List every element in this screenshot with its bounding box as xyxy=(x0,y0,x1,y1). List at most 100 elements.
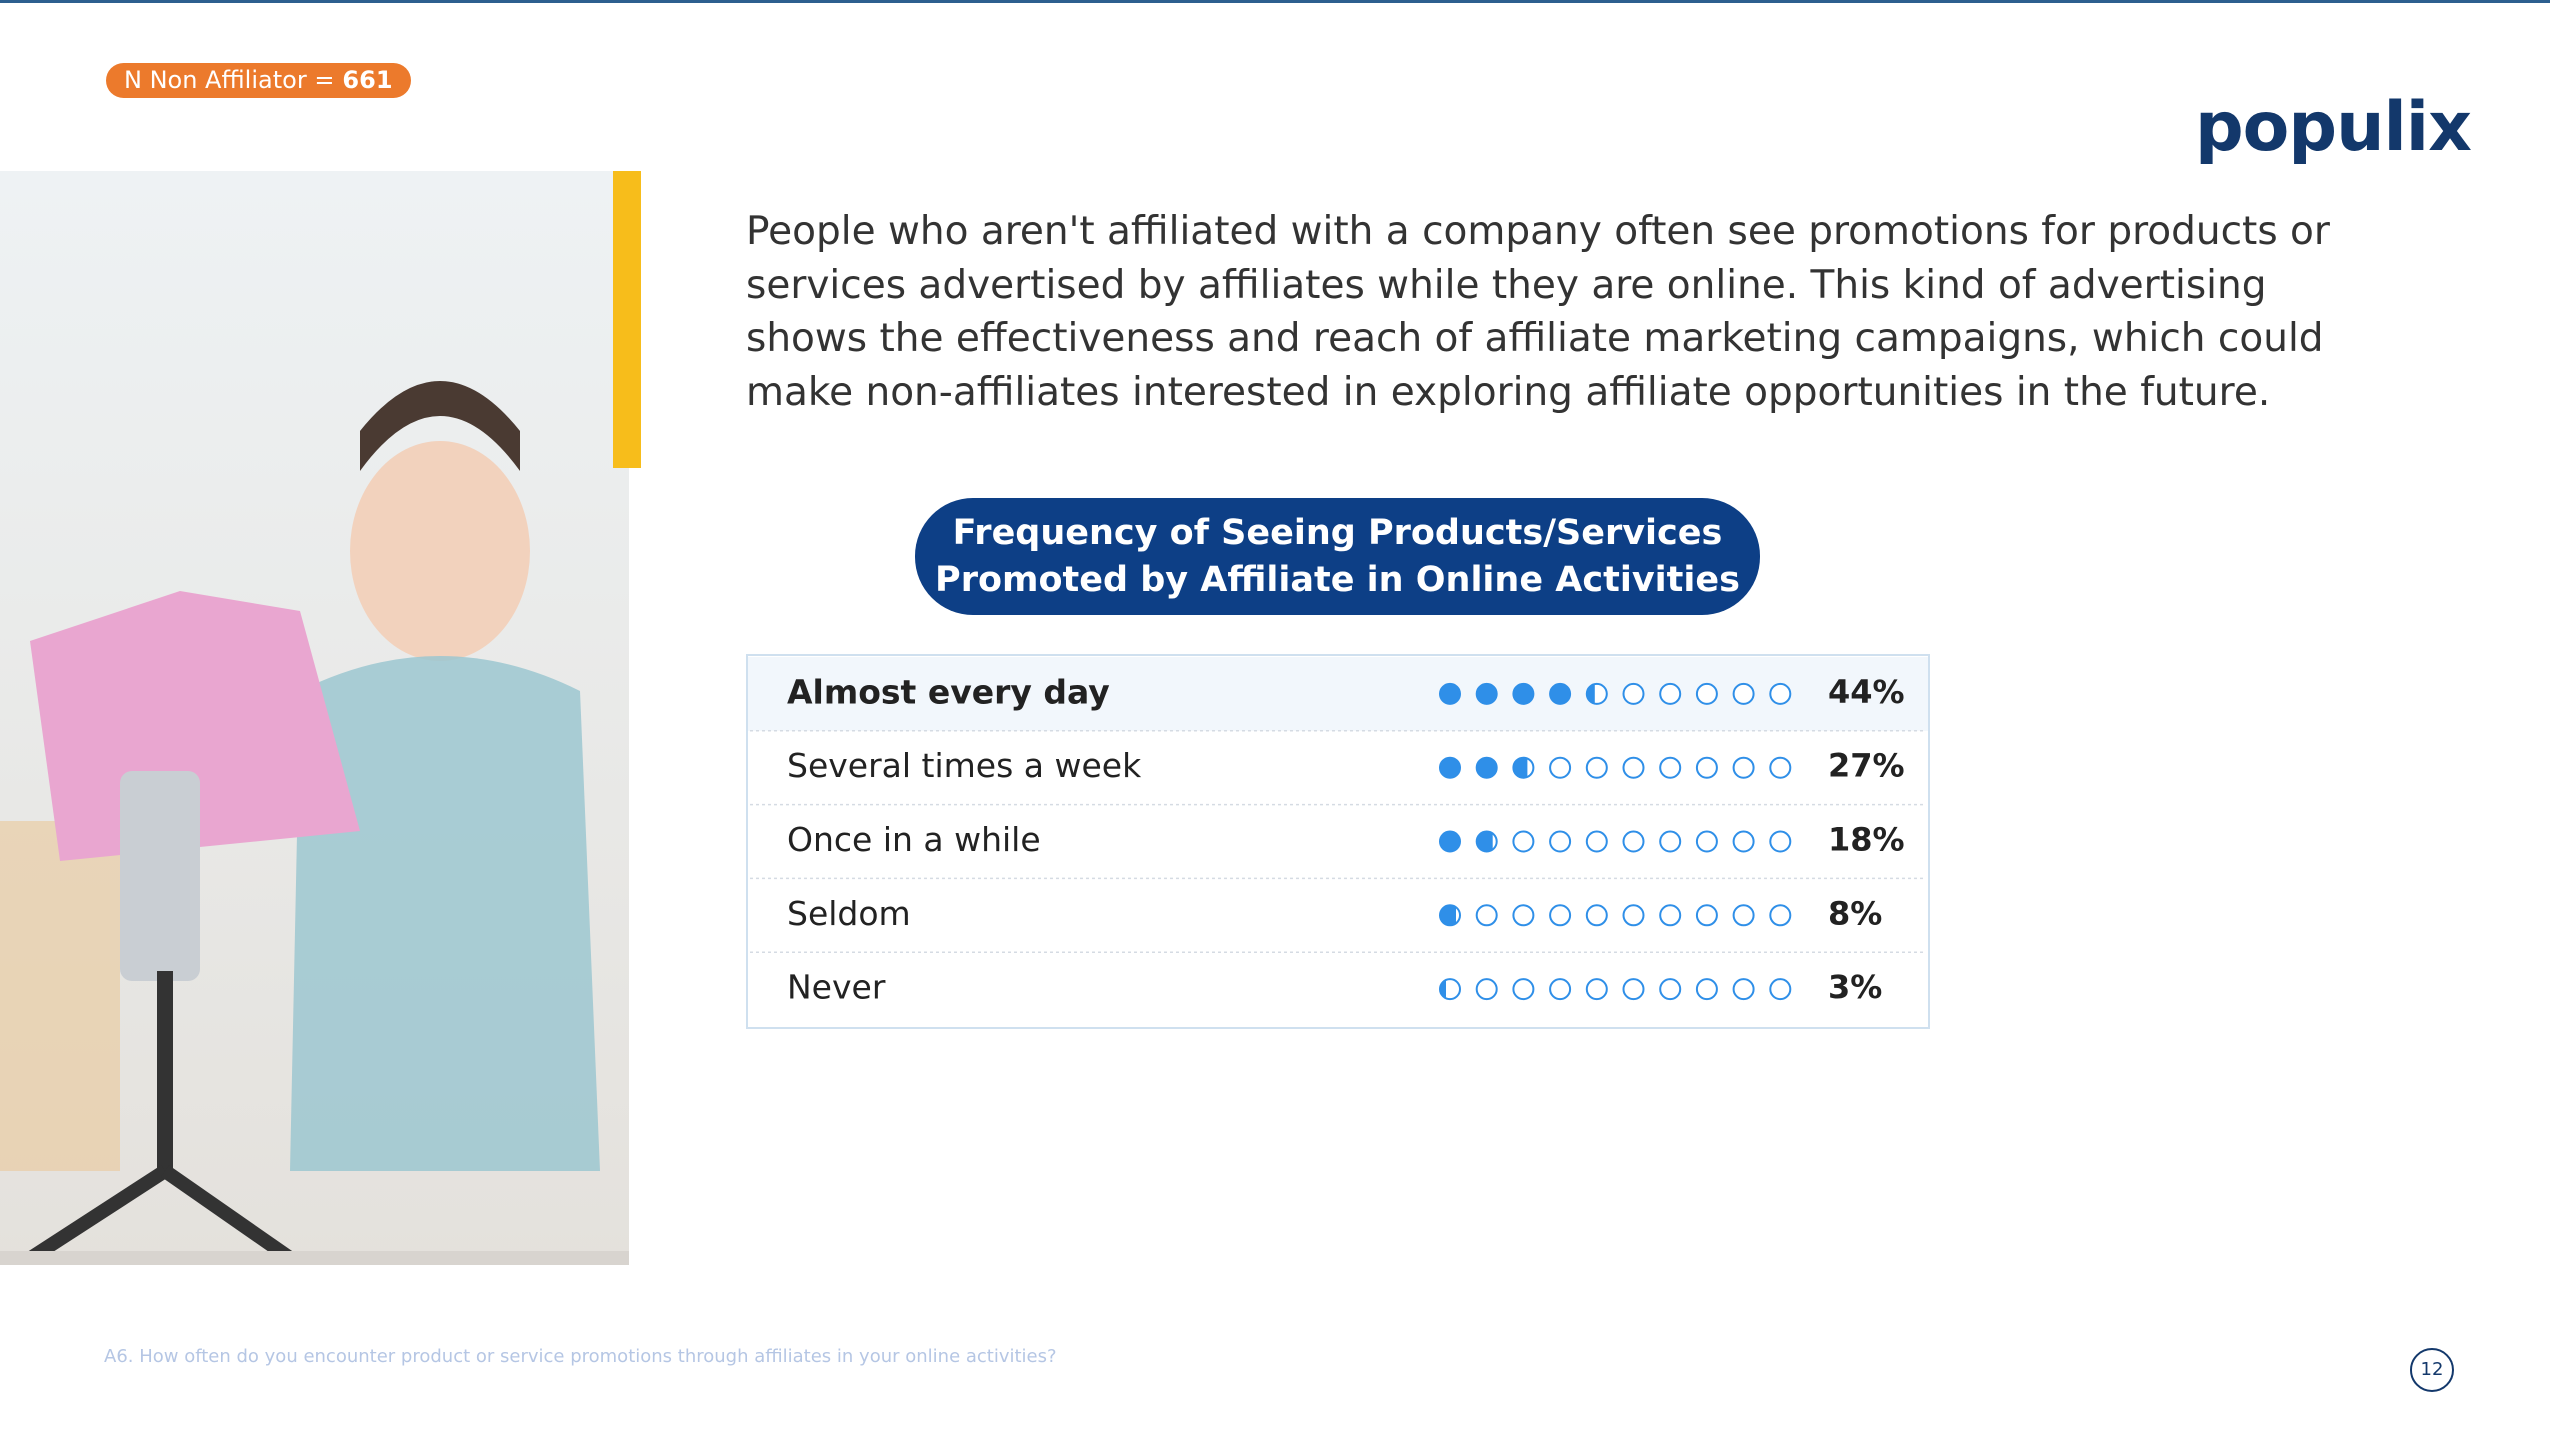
dot xyxy=(1585,830,1608,853)
dot-outline xyxy=(1585,904,1608,927)
dot-outline xyxy=(1622,904,1645,927)
dot xyxy=(1512,756,1535,779)
dot-outline xyxy=(1512,904,1535,927)
dot-outline xyxy=(1622,978,1645,1001)
dot-fill xyxy=(1586,684,1595,704)
dot-outline xyxy=(1769,978,1792,1001)
dot-outline xyxy=(1659,682,1682,705)
dot-outline xyxy=(1622,830,1645,853)
dot xyxy=(1585,682,1608,705)
footnote: A6. How often do you encounter product o… xyxy=(104,1346,1057,1367)
dot-outline xyxy=(1659,978,1682,1001)
dot-outline xyxy=(1622,682,1645,705)
row-label: Almost every day xyxy=(787,672,1110,711)
row-label: Seldom xyxy=(787,894,911,933)
value-label: 3% xyxy=(1828,968,1882,1006)
dot xyxy=(1732,756,1755,779)
dot xyxy=(1439,756,1461,779)
dot xyxy=(1659,978,1682,1001)
dot xyxy=(1732,830,1755,853)
dot-outline xyxy=(1695,978,1718,1001)
dot-outline xyxy=(1549,904,1572,927)
dot xyxy=(1695,978,1718,1001)
top-rule xyxy=(0,0,2550,3)
dot-outline xyxy=(1585,978,1608,1001)
row-label: Once in a while xyxy=(787,820,1041,859)
dot-outline xyxy=(1659,756,1682,779)
accent-bar xyxy=(613,171,641,468)
value-label: 44% xyxy=(1828,673,1905,711)
dot xyxy=(1769,978,1792,1001)
dot xyxy=(1475,978,1498,1001)
dot-outline xyxy=(1769,830,1792,853)
dot-fill xyxy=(1550,683,1571,704)
dot xyxy=(1549,978,1572,1001)
dot-outline xyxy=(1732,756,1755,779)
dot xyxy=(1549,904,1572,927)
dot xyxy=(1475,756,1498,779)
dot xyxy=(1549,682,1572,705)
dot xyxy=(1695,682,1718,705)
dot xyxy=(1695,904,1718,927)
dot-fill xyxy=(1476,683,1497,704)
dot-fill xyxy=(1476,757,1497,778)
dot-fill xyxy=(1476,831,1493,852)
dot-fill xyxy=(1440,683,1460,704)
dot-outline xyxy=(1695,756,1718,779)
value-label: 8% xyxy=(1828,894,1882,932)
dot xyxy=(1475,682,1498,705)
dot xyxy=(1659,830,1682,853)
description: People who aren't affiliated with a comp… xyxy=(746,209,2330,415)
dot xyxy=(1695,756,1718,779)
photo xyxy=(0,171,629,1265)
dot-outline xyxy=(1512,830,1535,853)
dot xyxy=(1622,830,1645,853)
dot xyxy=(1512,978,1535,1001)
row-label: Several times a week xyxy=(787,746,1142,785)
dot-outline xyxy=(1695,904,1718,927)
dot xyxy=(1585,756,1608,779)
dot xyxy=(1439,978,1461,1001)
sample-badge: N Non Affiliator = 661 xyxy=(106,63,411,98)
dot xyxy=(1439,682,1461,705)
dot xyxy=(1475,830,1498,853)
title-pill xyxy=(915,498,1760,615)
dot-outline xyxy=(1549,756,1572,779)
dot-outline xyxy=(1475,978,1498,1001)
dot xyxy=(1769,756,1792,779)
dot xyxy=(1622,904,1645,927)
dot xyxy=(1622,756,1645,779)
dot-outline xyxy=(1659,904,1682,927)
dot-fill xyxy=(1513,757,1528,778)
dot xyxy=(1512,682,1535,705)
dot-fill xyxy=(1440,831,1460,852)
dot xyxy=(1732,978,1755,1001)
row-label: Never xyxy=(787,968,886,1007)
row-highlight xyxy=(748,657,1928,731)
dot xyxy=(1622,682,1645,705)
dot-fill xyxy=(1440,905,1456,926)
dot-outline xyxy=(1659,830,1682,853)
dot-outline xyxy=(1512,978,1535,1001)
dot-outline xyxy=(1732,978,1755,1001)
dot-outline xyxy=(1732,904,1755,927)
dot xyxy=(1512,904,1535,927)
dot xyxy=(1732,904,1755,927)
chart: Frequency of Seeing Products/Services Pr… xyxy=(746,498,1930,1029)
dot-outline xyxy=(1769,756,1792,779)
dot xyxy=(1695,830,1718,853)
value-label: 27% xyxy=(1828,747,1905,785)
dot-outline xyxy=(1549,830,1572,853)
chart-title: Frequency of Seeing Products/Services Pr… xyxy=(935,512,1740,600)
dot xyxy=(1659,904,1682,927)
dot xyxy=(1769,682,1792,705)
dot xyxy=(1475,904,1498,927)
dot xyxy=(1585,978,1608,1001)
dot-outline xyxy=(1549,978,1572,1001)
dot xyxy=(1549,830,1572,853)
dot xyxy=(1512,830,1535,853)
dot xyxy=(1769,830,1792,853)
dot-outline xyxy=(1695,682,1718,705)
dot xyxy=(1439,830,1461,853)
